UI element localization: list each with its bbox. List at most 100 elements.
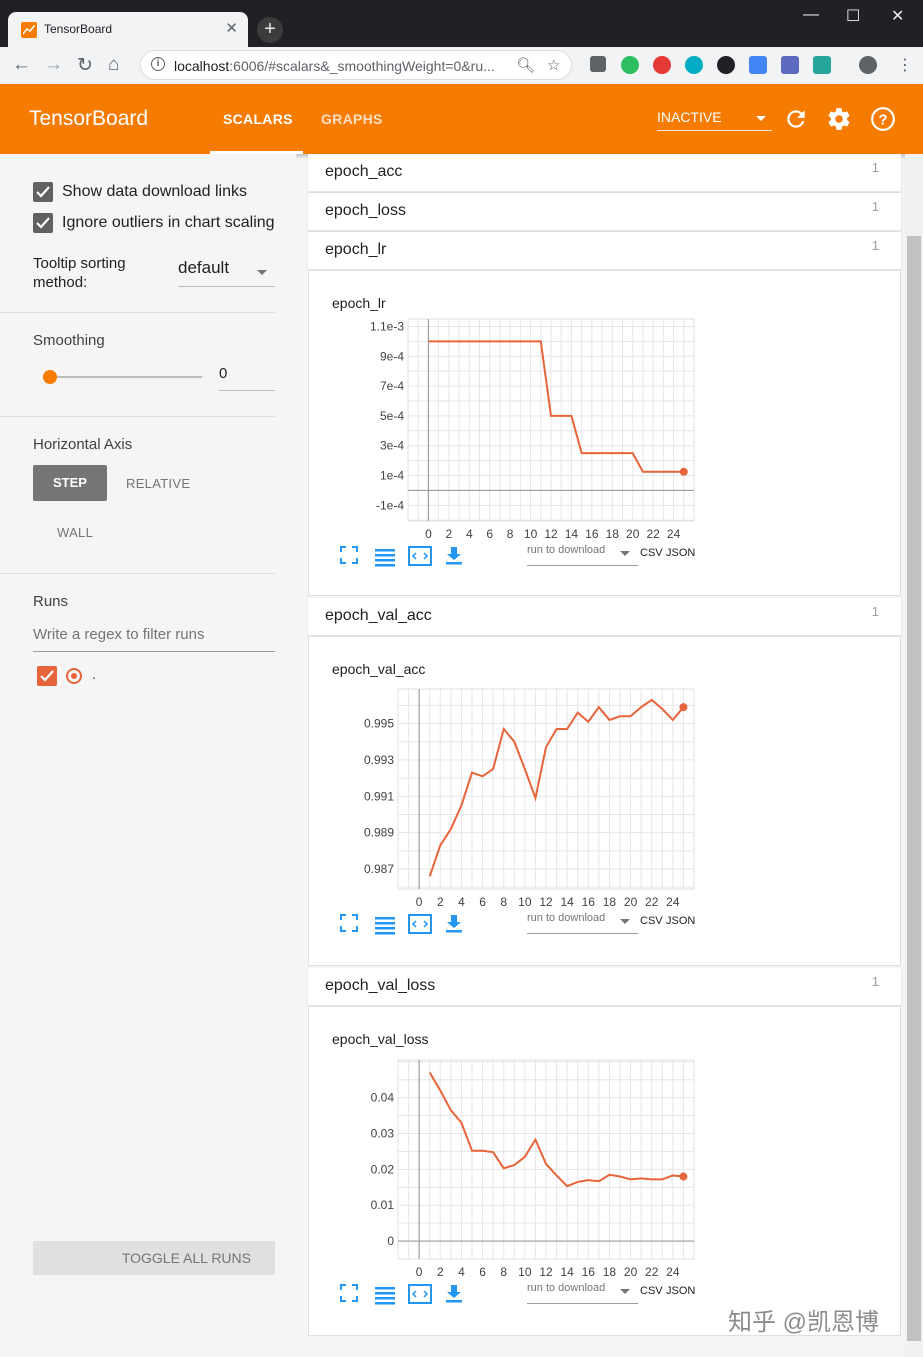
tab-scalars[interactable]: SCALARS — [223, 111, 293, 127]
minimize-icon[interactable]: — — [803, 6, 819, 23]
download-json-link[interactable]: JSON — [666, 547, 696, 559]
tooltip-sorting-dropdown[interactable]: default — [178, 258, 275, 287]
x-tick-label: 2 — [446, 527, 453, 541]
download-csv-link[interactable]: CSV — [640, 1285, 663, 1297]
fit-domain-icon[interactable] — [406, 912, 434, 936]
chart-title: epoch_lr — [332, 295, 386, 311]
extension-icon[interactable] — [590, 56, 606, 72]
scrollbar-thumb[interactable] — [907, 236, 921, 1341]
svg-text:?: ? — [878, 111, 887, 128]
x-tick-label: 0 — [425, 527, 432, 541]
download-icon[interactable] — [443, 912, 471, 936]
category-name: epoch_loss — [325, 202, 406, 219]
run-checkbox[interactable] — [37, 666, 57, 686]
ignore-outliers-checkbox[interactable] — [33, 213, 53, 233]
download-icon[interactable] — [443, 544, 471, 568]
x-tick-label: 4 — [458, 1265, 465, 1279]
download-json-link[interactable]: JSON — [666, 1285, 696, 1297]
run-to-download-dropdown[interactable]: run to download — [527, 912, 638, 934]
chart-1-svg[interactable]: 0 2 4 6 8 10 12 14 16 18 20 22 240.9870.9890.9910.99… — [309, 637, 902, 967]
series-last-point — [679, 703, 688, 712]
download-csv-link[interactable]: CSV — [640, 915, 663, 927]
back-icon[interactable]: ← — [12, 54, 31, 75]
category-epoch-acc[interactable]: epoch_acc 1 — [308, 154, 901, 192]
category-epoch-val-loss[interactable]: epoch_val_loss 1 — [308, 968, 901, 1006]
x-tick-label: 24 — [666, 1265, 680, 1279]
reload-icon[interactable]: ↻ — [77, 55, 93, 76]
fullscreen-icon[interactable] — [338, 912, 366, 936]
tab-close-icon[interactable]: ✕ — [225, 20, 238, 37]
fullscreen-icon[interactable] — [338, 1282, 366, 1306]
adblock-extension-icon[interactable] — [653, 56, 671, 74]
site-info-icon[interactable]: i — [151, 57, 165, 71]
reader-extension-icon[interactable] — [781, 56, 799, 74]
tab-graphs[interactable]: GRAPHS — [321, 111, 383, 127]
profile-avatar-icon[interactable] — [859, 56, 877, 74]
fullscreen-icon[interactable] — [338, 544, 366, 568]
show-download-links-checkbox[interactable] — [33, 182, 53, 202]
x-tick-label: 14 — [560, 895, 574, 909]
run-to-download-label: run to download — [527, 1282, 606, 1294]
browser-tab-bar: TensorBoard ✕ + — ☐ ✕ — [0, 0, 923, 47]
smoothing-value-input[interactable]: 0 — [219, 365, 275, 391]
toggle-log-scale-icon[interactable] — [372, 1282, 400, 1306]
new-tab-button[interactable]: + — [257, 17, 283, 43]
run-to-download-dropdown[interactable]: run to download — [527, 544, 638, 566]
zoom-icon[interactable]: 🔍︎ — [516, 57, 536, 74]
chart-0-svg[interactable]: 0 2 4 6 8 10 12 14 16 18 20 22 24-1e-41e-43e-45e-47e… — [309, 271, 902, 597]
home-icon[interactable]: ⌂ — [108, 54, 120, 75]
smoothing-slider-knob[interactable] — [43, 370, 57, 384]
run-to-download-dropdown[interactable]: run to download — [527, 1282, 638, 1304]
fit-domain-icon[interactable] — [406, 544, 434, 568]
category-epoch-lr[interactable]: epoch_lr 1 — [308, 232, 901, 270]
chrome-menu-icon[interactable]: ⋮ — [897, 57, 913, 74]
address-bar[interactable]: i localhost:6006/#scalars&_smoothingWeig… — [140, 50, 572, 80]
y-tick-label: -1e-4 — [376, 498, 404, 512]
plot-border — [407, 318, 695, 522]
inactive-dashboards-dropdown[interactable]: INACTIVE — [657, 109, 772, 131]
horizontal-axis-label: Horizontal Axis — [33, 436, 133, 453]
chart-card-epoch-lr: epoch_lr 0 2 4 6 8 10 12 14 16 18 20 22 24 -1e-4 1e-4 3… — [308, 270, 901, 596]
fit-domain-icon[interactable] — [406, 1282, 434, 1306]
category-epoch-val-acc[interactable]: epoch_val_acc 1 — [308, 598, 901, 636]
category-epoch-loss[interactable]: epoch_loss 1 — [308, 193, 901, 231]
download-icon[interactable] — [443, 1282, 471, 1306]
wall-button[interactable]: WALL — [57, 525, 94, 540]
help-icon[interactable]: ? — [870, 106, 896, 132]
runs-label: Runs — [33, 593, 69, 610]
toggle-all-runs-button[interactable]: TOGGLE ALL RUNS — [33, 1241, 275, 1275]
divider — [0, 573, 275, 574]
x-tick-label: 0 — [416, 895, 423, 909]
smoothing-slider-track[interactable] — [50, 376, 202, 378]
reload-data-icon[interactable] — [783, 106, 809, 132]
y-tick-label: 0.991 — [364, 789, 394, 803]
dropdown-caret-icon — [756, 116, 766, 121]
close-window-icon[interactable]: ✕ — [891, 8, 905, 25]
toggle-log-scale-icon[interactable] — [372, 912, 400, 936]
download-json-link[interactable]: JSON — [666, 915, 696, 927]
maximize-icon[interactable]: ☐ — [846, 8, 861, 25]
forward-icon[interactable]: → — [44, 54, 63, 75]
settings-gear-icon[interactable] — [826, 106, 852, 132]
tensorboard-favicon-icon — [21, 22, 37, 38]
chart-card-epoch-val-acc: epoch_val_acc 0 2 4 6 8 10 12 14 16 18 20 22 24 0.987… — [308, 636, 901, 966]
github-extension-icon[interactable] — [717, 56, 735, 74]
step-button[interactable]: STEP — [33, 465, 107, 501]
browser-toolbar: ← → ↻ ⌂ i localhost:6006/#scalars&_smoot… — [0, 47, 923, 84]
download-extension-icon[interactable] — [813, 56, 831, 74]
translate-extension-icon[interactable] — [749, 56, 767, 74]
y-tick-label: 0.03 — [371, 1127, 395, 1141]
browser-tab[interactable]: TensorBoard ✕ — [8, 12, 248, 47]
bookmark-star-icon[interactable]: ☆ — [547, 57, 561, 74]
toggle-log-scale-icon[interactable] — [372, 544, 400, 568]
evernote-extension-icon[interactable] — [621, 56, 639, 74]
relative-button[interactable]: RELATIVE — [126, 476, 191, 491]
mendeley-extension-icon[interactable] — [685, 56, 703, 74]
run-filter-input[interactable]: Write a regex to filter runs — [33, 626, 275, 652]
download-csv-link[interactable]: CSV — [640, 547, 663, 559]
url-text[interactable]: localhost:6006/#scalars&_smoothingWeight… — [174, 58, 495, 74]
category-name: epoch_val_acc — [325, 607, 432, 624]
x-tick-label: 22 — [645, 895, 659, 909]
run-radio[interactable] — [66, 668, 82, 684]
